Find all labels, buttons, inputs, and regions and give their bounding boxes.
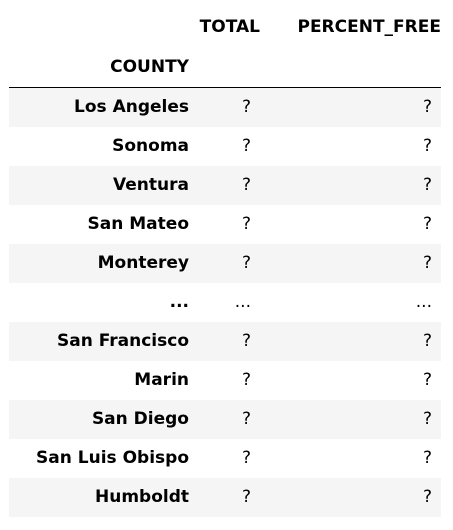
row-county-label: Los Angeles bbox=[9, 88, 189, 128]
cell-percent-free: ? bbox=[260, 478, 441, 517]
cell-total: ? bbox=[189, 400, 260, 439]
table-body: Los Angeles??Sonoma??Ventura??San Mateo?… bbox=[9, 88, 441, 518]
cell-percent-free: ? bbox=[260, 361, 441, 400]
cell-percent-free: ? bbox=[260, 166, 441, 205]
table-row: Marin?? bbox=[9, 361, 441, 400]
row-county-label: Ventura bbox=[9, 166, 189, 205]
table-row: San Francisco?? bbox=[9, 322, 441, 361]
table-row: ......... bbox=[9, 283, 441, 322]
cell-percent-free: ? bbox=[260, 127, 441, 166]
table-row: San Diego?? bbox=[9, 400, 441, 439]
cell-percent-free: ? bbox=[260, 244, 441, 283]
cell-total: ? bbox=[189, 127, 260, 166]
index-name-county: COUNTY bbox=[9, 47, 189, 88]
table-row: Sonoma?? bbox=[9, 127, 441, 166]
table-row: Ventura?? bbox=[9, 166, 441, 205]
row-county-label: San Francisco bbox=[9, 322, 189, 361]
table-row: San Luis Obispo?? bbox=[9, 439, 441, 478]
column-header-row: TOTAL PERCENT_FREE bbox=[9, 7, 441, 47]
cell-total: ? bbox=[189, 439, 260, 478]
column-header-percent-free: PERCENT_FREE bbox=[260, 7, 441, 47]
table-row: San Mateo?? bbox=[9, 205, 441, 244]
cell-percent-free: ? bbox=[260, 439, 441, 478]
cell-percent-free: ? bbox=[260, 88, 441, 128]
cell-percent-free: ? bbox=[260, 205, 441, 244]
row-county-label: Monterey bbox=[9, 244, 189, 283]
table-row: Humboldt?? bbox=[9, 478, 441, 517]
cell-total: ? bbox=[189, 361, 260, 400]
table-header: TOTAL PERCENT_FREE COUNTY bbox=[9, 7, 441, 88]
dataframe-table: TOTAL PERCENT_FREE COUNTY Los Angeles??S… bbox=[9, 7, 441, 517]
table-row: Los Angeles?? bbox=[9, 88, 441, 128]
index-name-blank-percent-free bbox=[260, 47, 441, 88]
cell-total: ? bbox=[189, 244, 260, 283]
row-county-label: San Diego bbox=[9, 400, 189, 439]
cell-percent-free: ? bbox=[260, 400, 441, 439]
row-county-label: San Mateo bbox=[9, 205, 189, 244]
cell-total: ? bbox=[189, 205, 260, 244]
row-county-label: Marin bbox=[9, 361, 189, 400]
cell-total: ? bbox=[189, 166, 260, 205]
row-county-label: ... bbox=[9, 283, 189, 322]
row-county-label: San Luis Obispo bbox=[9, 439, 189, 478]
cell-total: ? bbox=[189, 322, 260, 361]
row-county-label: Sonoma bbox=[9, 127, 189, 166]
cell-total: ? bbox=[189, 88, 260, 128]
cell-total: ? bbox=[189, 478, 260, 517]
index-header-blank bbox=[9, 7, 189, 47]
cell-total: ... bbox=[189, 283, 260, 322]
cell-percent-free: ? bbox=[260, 322, 441, 361]
index-name-blank-total bbox=[189, 47, 260, 88]
table-row: Monterey?? bbox=[9, 244, 441, 283]
cell-percent-free: ... bbox=[260, 283, 441, 322]
row-county-label: Humboldt bbox=[9, 478, 189, 517]
index-name-row: COUNTY bbox=[9, 47, 441, 88]
column-header-total: TOTAL bbox=[189, 7, 260, 47]
